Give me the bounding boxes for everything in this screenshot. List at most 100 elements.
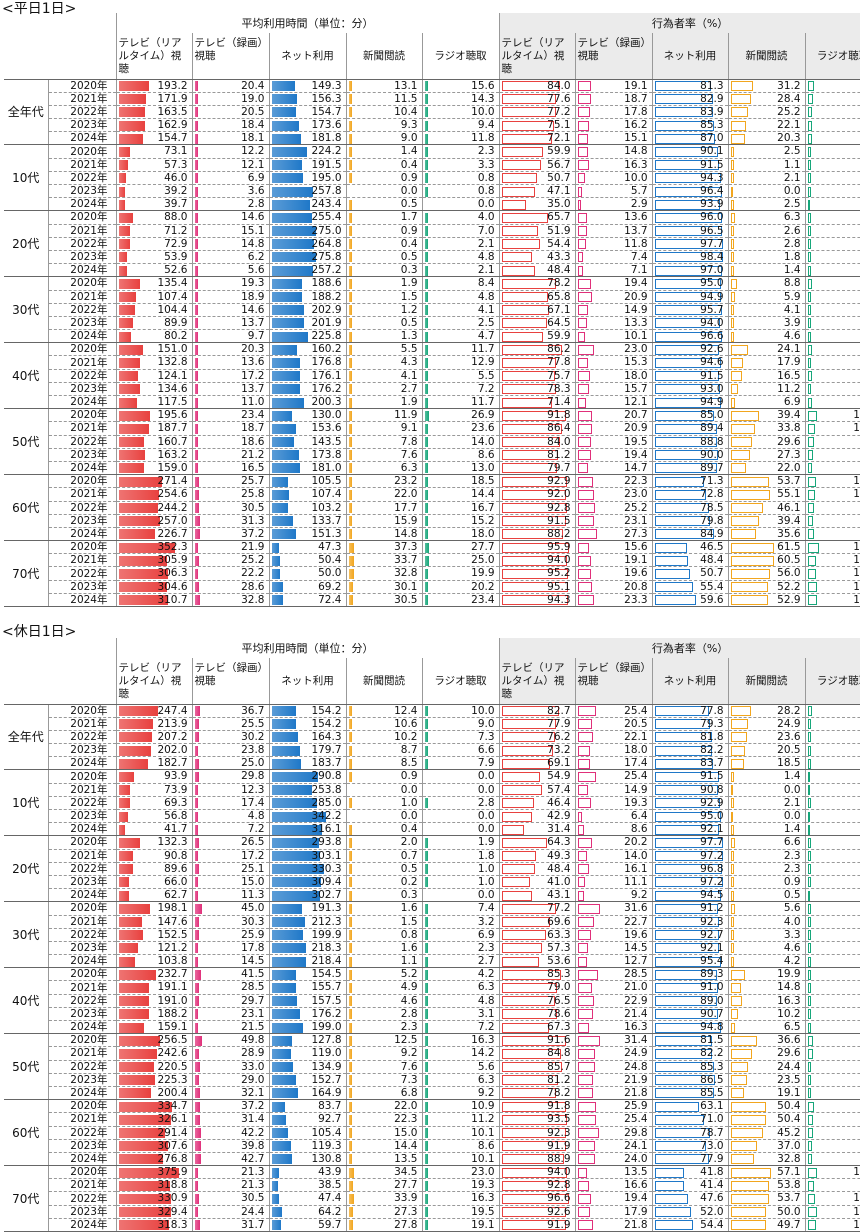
time-cell-tv_real: 244.2 [116, 501, 193, 515]
time-value: 135.4 [157, 277, 188, 290]
time-value: 0.5 [400, 862, 418, 875]
time-bar [118, 732, 152, 743]
time-cell-news: 8.7 [346, 743, 423, 758]
time-value: 29.7 [241, 994, 265, 1007]
time-bar [424, 331, 428, 342]
time-bar [118, 463, 144, 474]
time-cell-tv_real: 220.5 [116, 1060, 193, 1074]
time-value: 21.9 [241, 541, 265, 554]
time-bar [348, 1088, 352, 1099]
rate-bar [501, 864, 536, 875]
rate-value: 91.5 [700, 158, 724, 171]
time-bar [348, 1128, 352, 1138]
table-row: 2024年 159.0 16.5 181.0 6.3 13.0 79.7 14.7 89.7 22… [4, 461, 860, 476]
rate-cell-net: 96.0 [652, 210, 729, 225]
rate-cell-radio: 6.9 [805, 105, 860, 120]
time-cell-radio: 4.2 [422, 967, 500, 982]
time-value: 176.2 [311, 382, 342, 395]
rate-bar [577, 81, 592, 91]
time-bar [271, 582, 283, 593]
year-label: 2022年 [48, 730, 117, 745]
time-cell-tv_rec: 17.4 [192, 796, 270, 811]
time-cell-news: 0.0 [346, 809, 423, 824]
time-value: 50.0 [318, 567, 342, 580]
rate-cell-news: 6.3 [728, 210, 806, 225]
year-label: 2022年 [48, 862, 117, 876]
time-cell-news: 13.1 [346, 79, 423, 93]
rate-bar [730, 1022, 736, 1033]
time-bar [271, 107, 297, 118]
rate-cell-news: 60.5 [728, 553, 806, 568]
rate-value: 3.9 [783, 316, 801, 329]
rate-cell-tv_real: 85.3 [499, 967, 576, 982]
rate-bar [654, 212, 722, 223]
rate-bar [807, 305, 811, 316]
rate-cell-tv_real: 86.4 [499, 421, 576, 436]
time-cell-net: 342.2 [269, 809, 347, 824]
rate-bar [807, 930, 811, 941]
time-cell-tv_rec: 30.3 [192, 915, 270, 929]
time-bar [271, 930, 304, 941]
time-cell-net: 257.8 [269, 184, 347, 199]
time-cell-news: 0.0 [346, 783, 423, 797]
table-row: 2024年62.711.3302.70.30.043.19.294.50.50.… [4, 888, 860, 903]
time-bar [118, 1088, 151, 1099]
time-value: 0.4 [400, 823, 418, 836]
rate-cell-net: 89.4 [652, 421, 729, 436]
time-cell-net: 202.9 [269, 303, 347, 317]
time-value: 10.0 [471, 105, 495, 118]
time-value: 45.0 [241, 902, 265, 915]
time-value: 105.4 [311, 1126, 342, 1139]
time-bar [118, 160, 128, 171]
time-value: 173.6 [311, 119, 342, 132]
rate-value: 75.1 [547, 119, 571, 132]
rate-cell-net: 97.2 [652, 875, 729, 890]
time-cell-radio: 2.3 [422, 144, 500, 159]
rate-bar [577, 877, 586, 888]
time-bar [194, 265, 198, 276]
rate-value: 91.5 [700, 770, 724, 783]
rate-value: 51.9 [547, 224, 571, 237]
time-value: 0.8 [400, 928, 418, 941]
rate-bar [807, 186, 811, 197]
rate-bar [577, 917, 594, 927]
rate-bar [577, 1062, 596, 1073]
time-cell-net: 243.4 [269, 197, 347, 212]
time-bar [348, 371, 352, 382]
table-row: 2024年 200.4 32.1 164.9 6.8 9.2 78.2 21.8 85.5 19.… [4, 1086, 860, 1101]
rate-cell-tv_real: 92.8 [499, 501, 576, 515]
rate-cell-net: 59.6 [652, 593, 729, 608]
time-value: 18.7 [241, 422, 265, 435]
rate-cell-net: 95.7 [652, 303, 729, 317]
year-label: 2020年 [48, 769, 117, 784]
rate-value: 16.8 [853, 541, 860, 554]
rate-bar [501, 930, 546, 941]
rate-bar [501, 719, 557, 730]
rate-value: 14.5 [624, 941, 648, 954]
table-row: 2022年 104.4 14.6 202.9 1.2 4.1 67.1 14.9 95.7 4.1… [4, 303, 860, 317]
time-bar [271, 798, 318, 809]
rate-value: 53.6 [547, 955, 571, 968]
rate-bar [807, 851, 811, 862]
time-value: 176.1 [311, 369, 342, 382]
year-label: 2022年 [48, 435, 117, 449]
rate-value: 57.1 [777, 1166, 801, 1179]
time-bar [271, 160, 303, 171]
rate-value: 77.2 [547, 105, 571, 118]
rate-cell-tv_rec: 14.0 [575, 849, 653, 863]
time-value: 2.8 [247, 198, 265, 211]
rate-bar [807, 318, 811, 329]
rate-cell-radio: 5.3 [805, 730, 860, 745]
rate-cell-net: 94.5 [652, 888, 729, 903]
rate-value: 20.9 [624, 422, 648, 435]
time-value: 3.6 [247, 185, 265, 197]
rate-value: 19.1 [624, 554, 648, 567]
time-cell-net: 155.7 [269, 980, 347, 995]
time-bar [348, 798, 352, 809]
time-bar [194, 397, 198, 408]
rate-cell-radio: 9.0 [805, 527, 860, 542]
rate-value: 77.8 [547, 356, 571, 369]
time-value: 23.8 [241, 744, 265, 757]
rate-value: 15.7 [624, 382, 648, 395]
rate-bar [577, 344, 594, 355]
